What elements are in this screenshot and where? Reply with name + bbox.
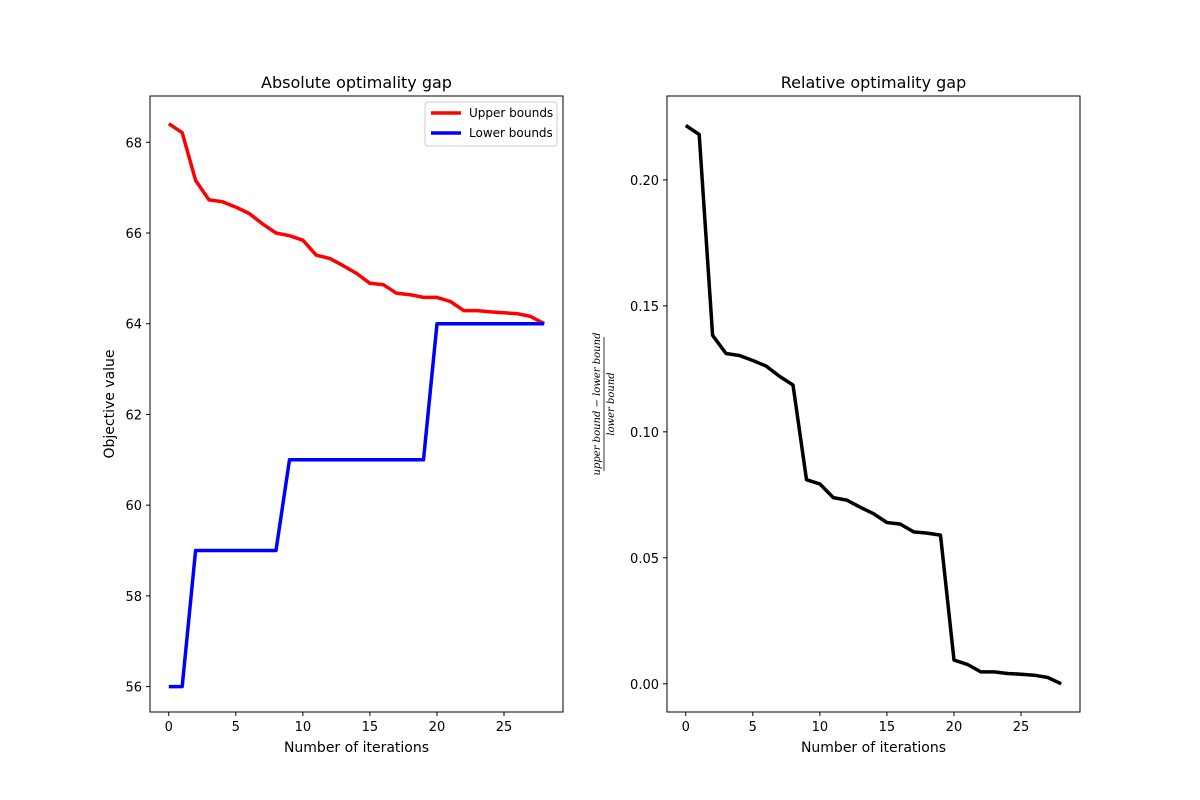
- y-tick-label: 62: [125, 408, 142, 423]
- x-tick-label: 5: [232, 720, 240, 735]
- x-tick-label: 20: [429, 720, 446, 735]
- absolute-gap-title: Absolute optimality gap: [261, 73, 452, 92]
- relative-gap-x-ticks: 0 5 10 15 20 25: [682, 712, 1030, 735]
- series-line-lower-bounds: [168, 321, 545, 689]
- y-label-numerator: upper bound − lower bound: [592, 333, 603, 476]
- absolute-gap-y-label: Objective value: [102, 349, 118, 458]
- x-tick-label: 10: [295, 720, 312, 735]
- x-tick-label: 15: [879, 720, 896, 735]
- absolute-gap-x-label: Number of iterations: [284, 740, 429, 756]
- x-tick-label: 25: [496, 720, 513, 735]
- y-tick-label: 0.10: [630, 426, 659, 441]
- relative-gap-title: Relative optimality gap: [781, 73, 967, 92]
- legend: Upper bounds Lower bounds: [424, 101, 558, 147]
- relative-gap-y-label: upper bound − lower bound lower bound: [592, 333, 617, 476]
- absolute-gap-plot-frame: [149, 95, 564, 713]
- y-tick-label: 58: [125, 590, 142, 605]
- y-tick-label: 64: [125, 318, 142, 333]
- y-tick-label: 0.15: [630, 300, 659, 315]
- x-tick-label: 25: [1013, 720, 1030, 735]
- x-tick-label: 5: [749, 720, 757, 735]
- y-tick-label: 0.00: [630, 678, 659, 693]
- relative-gap-y-ticks: 0.00 0.05 0.10 0.15 0.20: [630, 174, 667, 693]
- relative-gap-marks: [684, 124, 1062, 686]
- x-tick-label: 15: [362, 720, 379, 735]
- absolute-gap-x-ticks: 0 5 10 15 20 25: [165, 712, 513, 735]
- relative-gap-plot-frame: [666, 95, 1081, 713]
- y-tick-label: 60: [125, 499, 142, 514]
- absolute-gap-y-ticks: 56 58 60 62 64 66 68: [125, 136, 150, 696]
- x-tick-label: 20: [946, 720, 963, 735]
- y-tick-label: 68: [125, 136, 142, 151]
- absolute-gap-marks: [167, 122, 546, 689]
- legend-label-lower-bounds: Lower bounds: [469, 126, 553, 140]
- legend-label-upper-bounds: Upper bounds: [469, 106, 553, 120]
- series-line-upper-bounds: [167, 122, 546, 326]
- y-tick-label: 56: [125, 681, 142, 696]
- x-tick-label: 0: [682, 720, 690, 735]
- x-tick-label: 0: [165, 720, 173, 735]
- y-label-denominator: lower bound: [606, 372, 617, 435]
- series-line-relative-gap: [684, 124, 1062, 686]
- absolute-gap-chart: 0 5 10 15 20 25 56 58 60 62 64 66 68 Absolute optim…: [102, 73, 564, 756]
- relative-gap-chart: 0 5 10 15 20 25 0.00 0.05 0.10 0.15 0.20 Relative…: [592, 73, 1081, 756]
- y-tick-label: 0.20: [630, 174, 659, 189]
- y-tick-label: 0.05: [630, 552, 659, 567]
- x-tick-label: 10: [812, 720, 829, 735]
- relative-gap-x-label: Number of iterations: [801, 740, 946, 756]
- y-tick-label: 66: [125, 227, 142, 242]
